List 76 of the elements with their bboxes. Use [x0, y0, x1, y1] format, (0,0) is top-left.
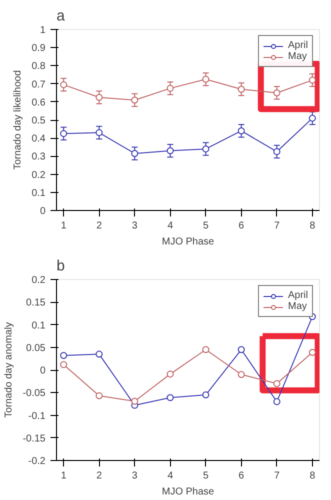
point	[166, 394, 174, 402]
point	[238, 127, 245, 134]
x-tick-label: 1	[60, 220, 67, 232]
point	[60, 81, 68, 88]
y-tick-label: 1	[40, 25, 46, 36]
x-tick-label: 8	[310, 470, 316, 482]
y-tick-label: 0.3	[32, 152, 46, 163]
point	[96, 350, 103, 358]
point	[308, 114, 316, 122]
x-tick-label: 8	[310, 220, 316, 232]
chart-title: a	[56, 8, 66, 24]
y-tick-label: -0.2	[28, 456, 46, 467]
x-tick-label: 7	[274, 220, 280, 232]
point	[96, 94, 103, 101]
point	[131, 96, 138, 104]
x-tick-label: 2	[96, 470, 102, 482]
x-tick-label: 5	[202, 470, 209, 482]
y-tick-label: 0.5	[32, 116, 46, 126]
point	[131, 150, 138, 157]
point	[308, 76, 316, 84]
y-tick-label: 0	[40, 366, 46, 376]
x-tick-label: 7	[274, 470, 280, 482]
legend-label: April	[288, 290, 308, 301]
x-tick-label: 3	[132, 470, 138, 482]
point	[60, 361, 68, 368]
x-tick-label: 4	[167, 220, 174, 232]
x-tick-label: 5	[202, 220, 209, 232]
x-tick-label: 6	[238, 220, 245, 232]
point	[166, 370, 174, 378]
y-tick-label: 0.1	[32, 320, 46, 332]
chart-title: b	[56, 258, 65, 274]
point	[166, 84, 174, 92]
x-tick-label: 3	[132, 220, 138, 232]
legend-label: May	[288, 51, 308, 62]
x-tick-label: 1	[60, 470, 67, 482]
point	[238, 371, 245, 378]
x-tick-label: 2	[96, 220, 102, 232]
y-tick-label: 0.2	[32, 275, 46, 286]
x-tick-label: 4	[167, 470, 174, 482]
point	[238, 346, 245, 354]
point	[202, 391, 210, 398]
point	[273, 380, 280, 388]
x-axis-title: MJO Phase	[162, 236, 215, 248]
y-tick-label: 0.8	[32, 61, 46, 72]
point	[273, 398, 280, 406]
y-tick-label: 0.15	[26, 298, 46, 309]
x-axis-title: MJO Phase	[162, 486, 215, 498]
point	[131, 398, 138, 405]
point	[273, 148, 280, 156]
y-tick-label: 0.1	[32, 188, 46, 199]
y-tick-label: -0.05	[22, 388, 46, 400]
y-axis-title: Tornado day likelihood	[12, 70, 24, 170]
point	[202, 76, 210, 83]
y-tick-label: -0.15	[22, 433, 46, 444]
legend-label: May	[288, 301, 308, 312]
legend-label: April	[288, 40, 308, 51]
point	[166, 147, 174, 154]
point	[273, 89, 280, 96]
point	[202, 346, 210, 354]
point	[238, 86, 245, 93]
y-tick-label: 0.9	[32, 43, 46, 54]
y-tick-label: 0.2	[32, 170, 46, 181]
y-tick-label: 0.4	[32, 134, 46, 145]
y-tick-label: 0	[40, 206, 46, 217]
y-tick-label: 0.7	[32, 79, 46, 90]
point	[60, 352, 68, 360]
y-tick-label: 0.05	[26, 342, 46, 354]
point	[96, 392, 103, 400]
point	[202, 145, 210, 152]
y-tick-label: -0.1	[28, 410, 46, 422]
point	[60, 130, 68, 138]
x-tick-label: 6	[238, 470, 245, 482]
point	[96, 129, 103, 136]
point	[308, 348, 316, 356]
y-tick-label: 0.6	[32, 97, 46, 108]
y-axis-title: Tornado day anomaly	[4, 322, 15, 418]
